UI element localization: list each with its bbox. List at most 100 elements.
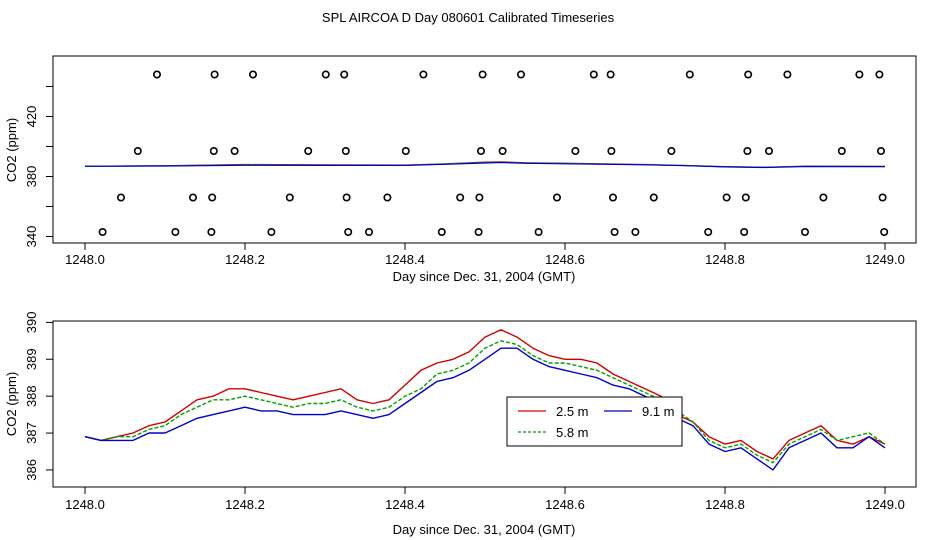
top-y-tick-label-2: 420	[24, 106, 39, 128]
top-point-33	[552, 193, 561, 202]
top-point-14	[304, 147, 313, 156]
top-point-20	[364, 228, 373, 237]
bottom-series-line-5-8-m	[84, 340, 886, 464]
top-point-27	[475, 193, 484, 202]
top-point-38	[608, 193, 617, 202]
top-series-lines	[84, 161, 886, 169]
top-point-37	[607, 147, 616, 156]
legend-label-2-5m: 2.5 m	[556, 404, 589, 419]
bottom-series-line-2-5-m	[84, 329, 886, 460]
top-point-2	[133, 147, 142, 156]
chart-title: SPL AIRCOA D Day 080601 Calibrated Times…	[322, 10, 615, 25]
top-point-39	[610, 228, 619, 237]
top-point-48	[743, 147, 752, 156]
top-point-52	[800, 228, 809, 237]
top-point-4	[171, 228, 180, 237]
bottom-x-tick-label-3: 1248.6	[545, 497, 585, 512]
bottom-y-tick-label-0: 386	[24, 459, 39, 481]
top-y-ticks: 340 380 420	[24, 86, 54, 248]
top-point-56	[875, 70, 884, 79]
top-point-49	[744, 70, 753, 79]
bottom-series-lines	[84, 329, 886, 471]
legend: 2.5 m 5.8 m 9.1 m	[506, 396, 683, 447]
top-point-46	[740, 228, 749, 237]
top-point-10	[230, 147, 239, 156]
bottom-x-tick-label-5: 1249.0	[865, 497, 905, 512]
top-point-24	[437, 228, 446, 237]
top-point-50	[764, 147, 773, 156]
bottom-plot-frame	[52, 320, 917, 488]
top-point-5	[189, 193, 198, 202]
legend-label-5-8m: 5.8 m	[556, 425, 589, 440]
top-point-9	[210, 70, 219, 79]
top-point-22	[401, 147, 410, 156]
top-point-41	[649, 193, 658, 202]
top-y-axis-label: CO2 (ppm)	[4, 118, 19, 182]
top-point-54	[837, 147, 846, 156]
top-point-42	[667, 147, 676, 156]
top-point-59	[880, 228, 889, 237]
bottom-y-axis-label: CO2 (ppm)	[4, 372, 19, 436]
top-point-19	[344, 228, 353, 237]
top-point-3	[153, 70, 162, 79]
bottom-y-tick-label-3: 389	[24, 348, 39, 370]
top-panel: 1248.0 1248.2 1248.4 1248.6 1248.8 1249.0 340…	[4, 55, 917, 284]
top-x-tick-label-0: 1248.0	[65, 252, 105, 267]
top-point-17	[341, 147, 350, 156]
top-point-40	[631, 228, 640, 237]
top-point-18	[342, 193, 351, 202]
bottom-x-tick-label-0: 1248.0	[65, 497, 105, 512]
top-point-45	[722, 193, 731, 202]
top-x-tick-label-1: 1248.2	[225, 252, 265, 267]
top-point-0	[98, 228, 107, 237]
top-point-58	[878, 193, 887, 202]
bottom-x-tick-label-1: 1248.2	[225, 497, 265, 512]
top-point-36	[606, 70, 615, 79]
legend-label-9-1m: 9.1 m	[642, 404, 675, 419]
top-y-tick-label-0: 340	[24, 226, 39, 248]
top-point-15	[321, 70, 330, 79]
top-point-35	[589, 70, 598, 79]
top-point-55	[855, 70, 864, 79]
top-y-tick-label-1: 380	[24, 166, 39, 188]
top-x-tick-label-4: 1248.8	[705, 252, 745, 267]
top-point-34	[571, 147, 580, 156]
top-point-25	[456, 193, 465, 202]
bottom-series-line-9-1-m	[84, 347, 886, 471]
top-point-28	[476, 147, 485, 156]
top-x-tick-label-5: 1249.0	[865, 252, 905, 267]
top-point-26	[474, 228, 483, 237]
bottom-x-ticks: 1248.0 1248.2 1248.4 1248.6 1248.8 1249.0	[65, 487, 905, 512]
top-point-23	[419, 70, 428, 79]
bottom-y-tick-label-4: 390	[24, 312, 39, 334]
top-point-29	[478, 70, 487, 79]
top-x-axis-label: Day since Dec. 31, 2004 (GMT)	[393, 269, 576, 284]
bottom-y-ticks: 386 387 388 389 390	[24, 312, 54, 481]
top-point-8	[209, 147, 218, 156]
top-point-51	[783, 70, 792, 79]
bottom-x-tick-label-4: 1248.8	[705, 497, 745, 512]
top-point-1	[117, 193, 126, 202]
top-x-tick-label-3: 1248.6	[545, 252, 585, 267]
top-point-32	[534, 228, 543, 237]
top-point-11	[249, 70, 258, 79]
top-point-7	[208, 193, 217, 202]
top-point-30	[498, 147, 507, 156]
top-point-47	[741, 193, 750, 202]
top-point-43	[685, 70, 694, 79]
bottom-x-axis-label: Day since Dec. 31, 2004 (GMT)	[393, 522, 576, 537]
bottom-y-tick-label-1: 387	[24, 422, 39, 444]
bottom-y-tick-label-2: 388	[24, 385, 39, 407]
top-point-6	[207, 228, 216, 237]
top-point-44	[704, 228, 713, 237]
top-x-ticks: 1248.0 1248.2 1248.4 1248.6 1248.8 1249.0	[65, 243, 905, 267]
bottom-panel: 1248.0 1248.2 1248.4 1248.6 1248.8 1249.0 386…	[4, 312, 917, 537]
bottom-x-tick-label-2: 1248.4	[385, 497, 425, 512]
top-points	[98, 70, 889, 237]
top-point-53	[819, 193, 828, 202]
top-point-16	[340, 70, 349, 79]
top-point-12	[267, 228, 276, 237]
top-series-line-2	[84, 161, 886, 169]
top-point-57	[876, 147, 885, 156]
top-point-13	[285, 193, 294, 202]
